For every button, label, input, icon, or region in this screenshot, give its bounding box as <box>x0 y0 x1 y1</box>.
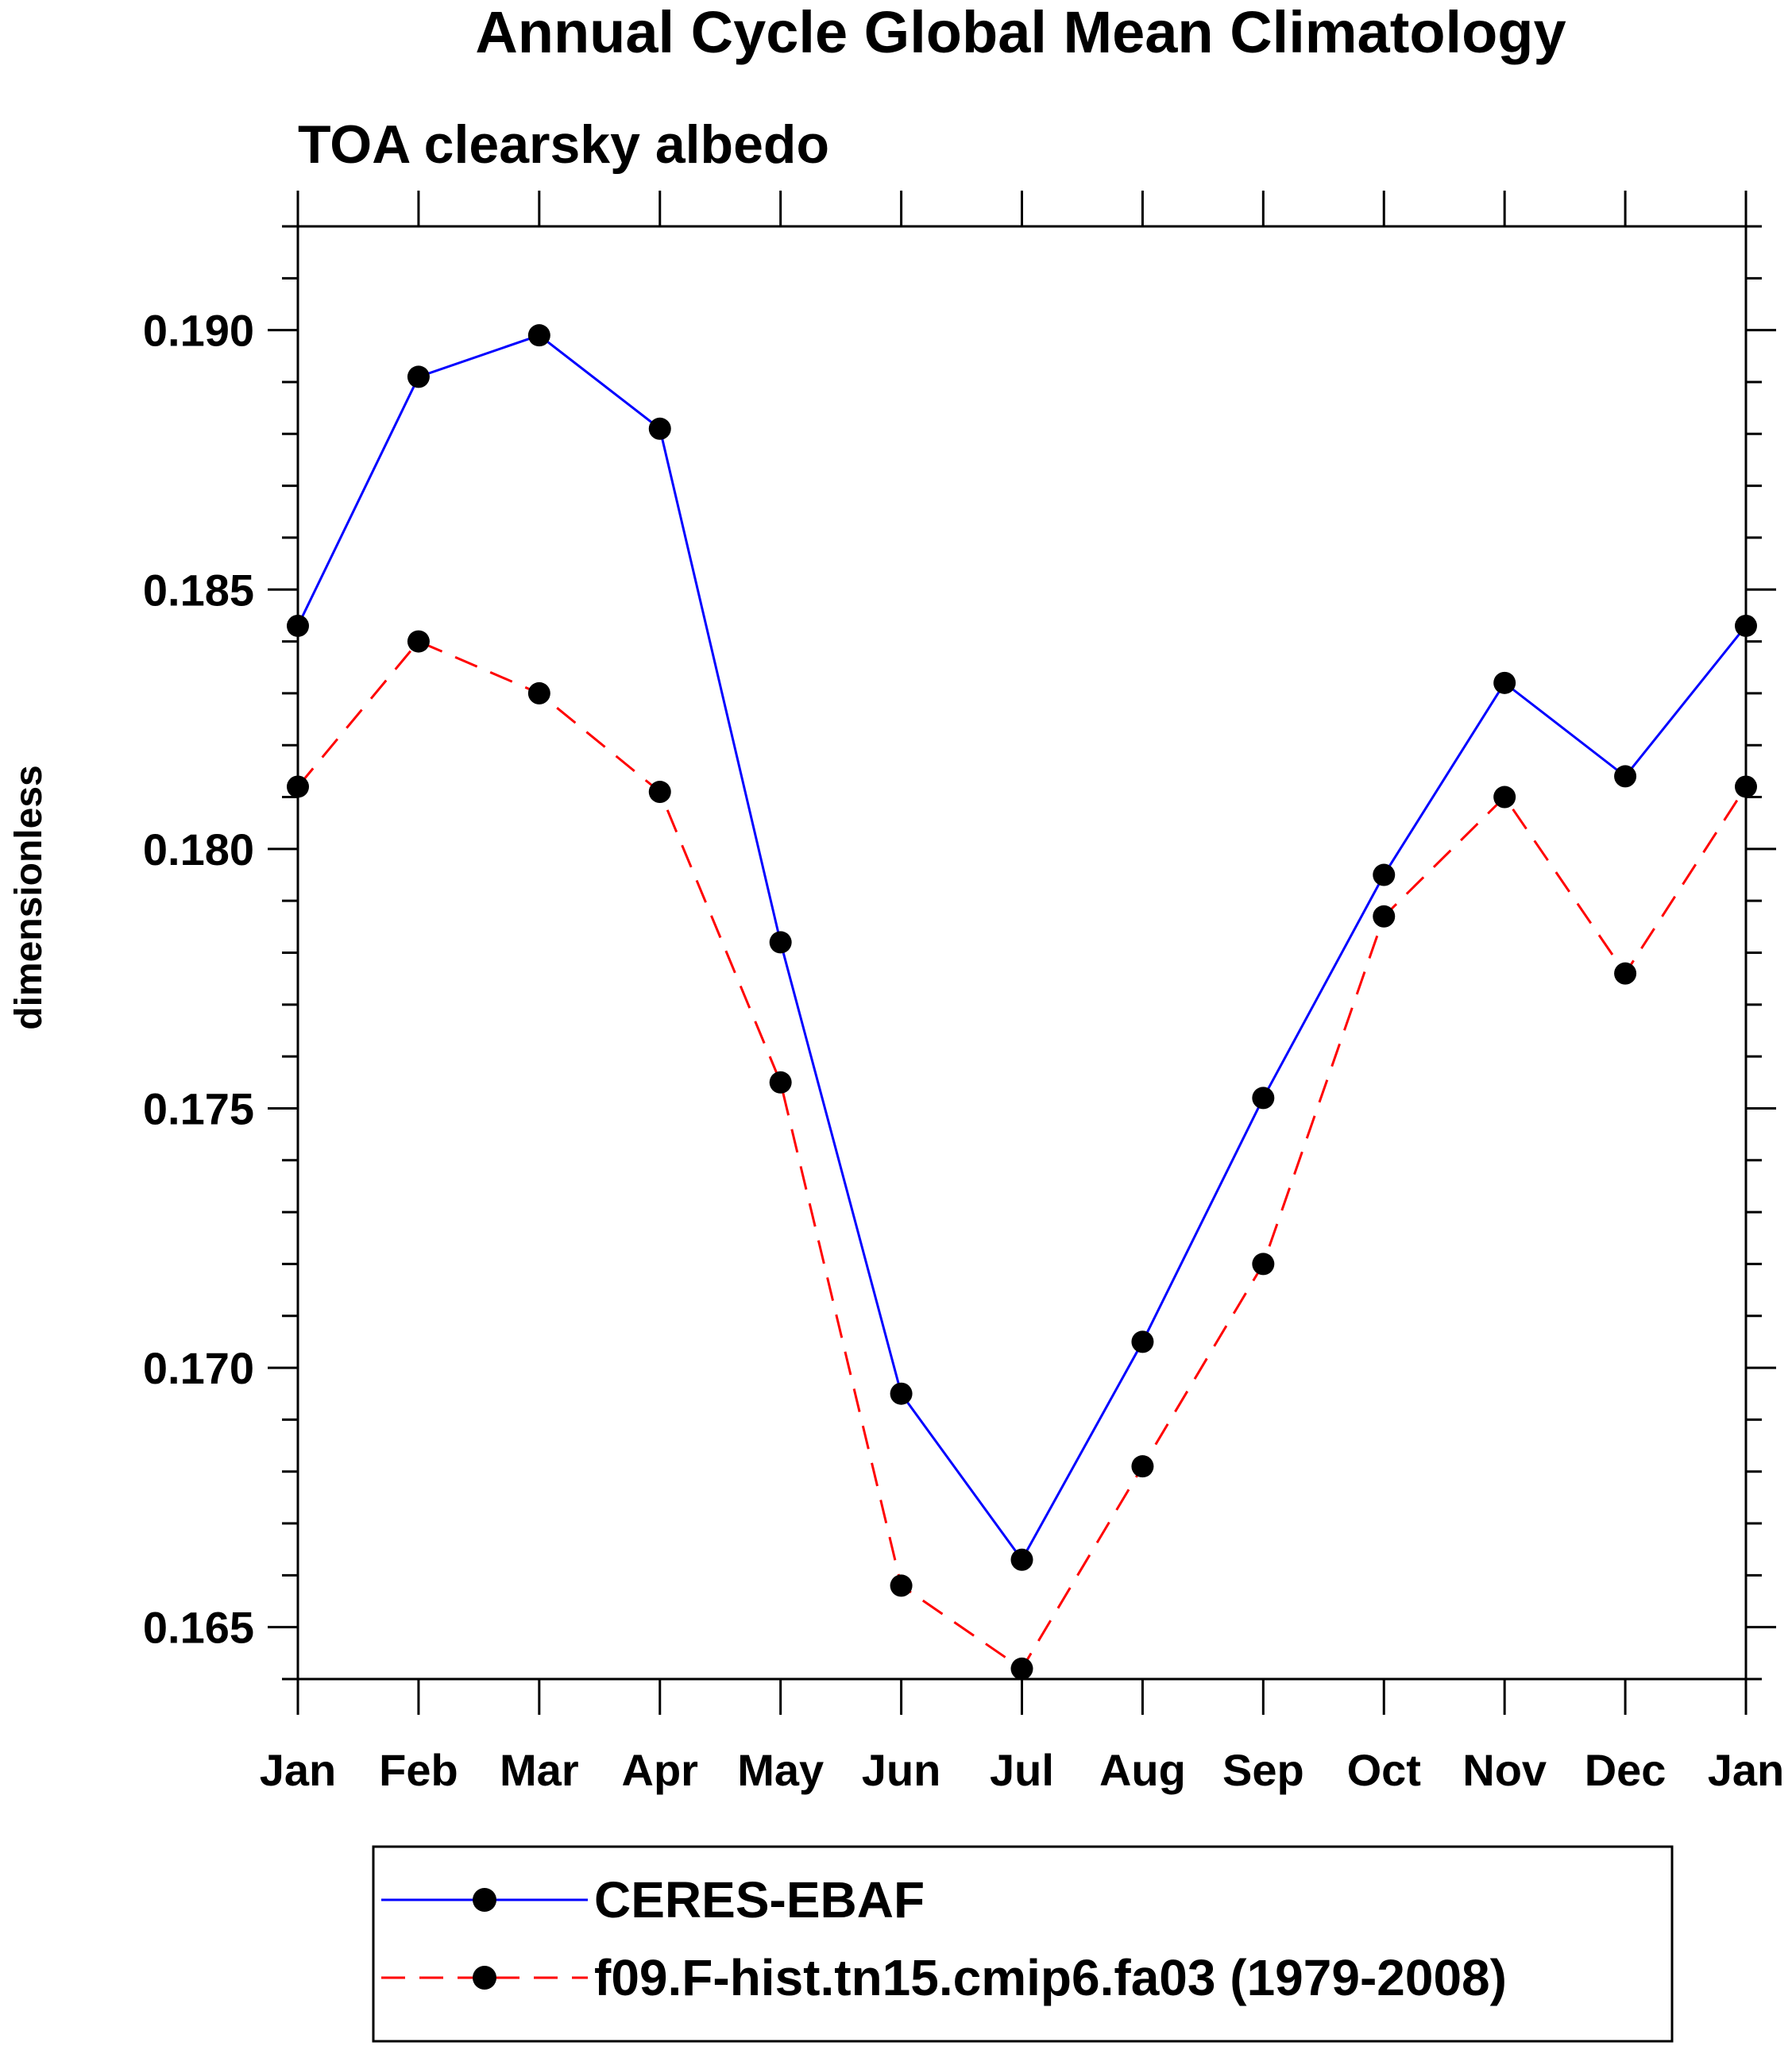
series-layer <box>287 324 1757 1680</box>
y-tick-label: 0.170 <box>143 1343 254 1393</box>
x-tick-label: Nov <box>1462 1745 1547 1795</box>
x-tick-label: Jan <box>1708 1745 1785 1795</box>
x-tick-label: Feb <box>379 1745 458 1795</box>
series-0-point <box>648 417 671 440</box>
y-tick-label: 0.180 <box>143 824 254 874</box>
series-0-point <box>769 931 792 954</box>
legend-marker-model <box>473 1966 496 1990</box>
series-1-point <box>1010 1657 1033 1680</box>
series-1-point <box>287 775 309 798</box>
y-tick-label: 0.165 <box>143 1603 254 1653</box>
x-tick-label: Sep <box>1222 1745 1304 1795</box>
chart-subtitle: TOA clearsky albedo <box>298 114 829 175</box>
y-axis-ticks: 0.165 0.170 0.175 0.180 0.185 0.190 <box>143 225 1776 1681</box>
legend-marker-ceres <box>473 1888 496 1912</box>
x-tick-label: Jul <box>990 1745 1054 1795</box>
x-tick-label: Oct <box>1347 1745 1421 1795</box>
x-tick-label: Jun <box>862 1745 941 1795</box>
legend-entry-ceres: CERES-EBAF <box>381 1871 925 1928</box>
series-0-point <box>1614 765 1637 788</box>
series-1-point <box>1493 786 1516 809</box>
series-line-0 <box>296 334 1748 1562</box>
y-tick-label: 0.190 <box>143 306 254 356</box>
legend-label-model: f09.F-hist.tn15.cmip6.fa03 (1979-2008) <box>594 1949 1507 2006</box>
x-axis-ticks: Jan Feb Mar Apr May Jun Jul Aug Sep Oct Nov Dec Jan <box>260 191 1785 1795</box>
series-0-point <box>1373 863 1396 886</box>
x-tick-label: Apr <box>622 1745 698 1795</box>
series-1-point <box>1131 1455 1154 1478</box>
series-1-point <box>890 1574 913 1597</box>
chart-title: Annual Cycle Global Mean Climatology <box>475 0 1566 65</box>
x-tick-label: Aug <box>1099 1745 1186 1795</box>
series-1-point <box>1373 905 1396 928</box>
series-1-point <box>407 630 430 653</box>
plot-border <box>296 225 1748 1681</box>
x-tick-label: Jan <box>260 1745 337 1795</box>
x-tick-label: May <box>737 1745 824 1795</box>
series-0-point <box>1493 671 1516 694</box>
series-1-point <box>527 681 550 705</box>
series-0-point <box>1010 1548 1033 1571</box>
x-tick-label: Mar <box>500 1745 579 1795</box>
legend-box <box>372 1845 1674 2043</box>
series-1-point <box>1252 1253 1275 1276</box>
legend-entry-model: f09.F-hist.tn15.cmip6.fa03 (1979-2008) <box>381 1949 1507 2006</box>
series-line-1 <box>296 639 1748 1671</box>
series-0-point <box>1131 1330 1154 1353</box>
series-0-point <box>890 1382 913 1405</box>
series-0-point <box>1252 1087 1275 1110</box>
x-tick-label: Dec <box>1585 1745 1666 1795</box>
series-0-point <box>527 324 550 347</box>
y-axis-label: dimensionless <box>8 765 50 1029</box>
series-1-point <box>769 1071 792 1094</box>
series-0-point <box>287 614 309 637</box>
series-0-point <box>1735 614 1757 637</box>
y-tick-label: 0.175 <box>143 1083 254 1133</box>
legend-label-ceres: CERES-EBAF <box>594 1871 925 1928</box>
y-tick-label: 0.185 <box>143 565 254 615</box>
series-0-point <box>407 365 430 388</box>
legend: CERES-EBAF f09.F-hist.tn15.cmip6.fa03 (1… <box>372 1845 1674 2043</box>
series-1-point <box>1614 962 1637 985</box>
series-1-point <box>1735 775 1757 798</box>
plot-frame <box>296 225 1748 1681</box>
series-1-point <box>648 781 671 804</box>
